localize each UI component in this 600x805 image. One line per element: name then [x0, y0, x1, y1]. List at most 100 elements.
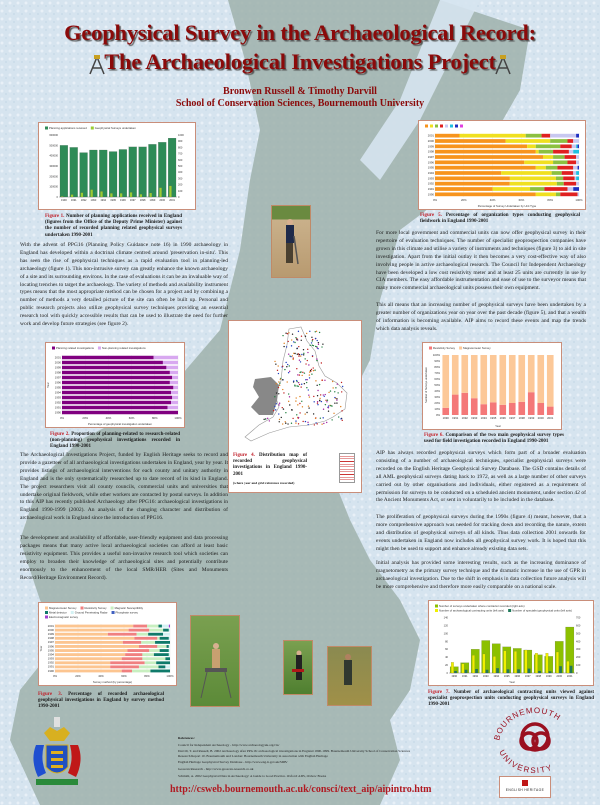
figure-6-chart: Resistivity Survey Magnetometer Survey0%1… [424, 346, 554, 428]
survey-point [298, 355, 300, 357]
survey-point [286, 363, 289, 366]
legend-swatch [440, 124, 443, 128]
survey-point [321, 379, 324, 381]
bar-segment [168, 636, 170, 640]
bar [527, 668, 531, 674]
heritage-logo-text: ENGLISH HERITAGE [505, 788, 545, 792]
bar [70, 194, 74, 198]
bar-segment [62, 360, 163, 365]
bar-segment [571, 144, 577, 149]
survey-point [272, 409, 275, 412]
x-axis-label: Year [509, 680, 515, 684]
survey-point [297, 381, 300, 384]
bar-segment [157, 645, 167, 648]
y-axis-label: Number of Surveys undertaken [424, 366, 428, 402]
bar-segment [577, 165, 579, 170]
bar-segment [55, 653, 126, 657]
legend-label: Planning related investigations [56, 346, 95, 350]
x-axis-label: Percentage of Survey Undertaken by Unit … [478, 204, 537, 208]
bar-segment [470, 355, 478, 399]
bar-segment [577, 144, 579, 149]
bar-segment [141, 640, 156, 644]
bar-segment [55, 669, 122, 673]
bar-segment [159, 636, 169, 640]
survey-point [311, 355, 314, 358]
survey-point [325, 399, 327, 402]
bar-segment [527, 355, 535, 393]
survey-point [296, 337, 298, 340]
bar-segment [55, 657, 122, 661]
right-paragraph-5: Initial analysis has provided some inter… [376, 560, 586, 590]
y-tick-label: 1999 [55, 366, 62, 370]
survey-point [282, 365, 284, 367]
bar-segment [527, 392, 535, 415]
x-tick-label: 0% [53, 674, 58, 678]
survey-point [288, 365, 290, 367]
bar-segment [577, 192, 579, 197]
survey-point [285, 411, 287, 414]
reference-item: English Heritage Geophysical Survey Data… [178, 760, 288, 765]
survey-point [292, 357, 294, 359]
x-tick-label: 1994 [481, 416, 488, 420]
bar-segment [107, 632, 137, 636]
survey-point [333, 412, 335, 415]
bar [493, 656, 496, 674]
y-tick-label: 1997 [428, 155, 435, 159]
bar-segment [149, 649, 160, 652]
bar-segment [62, 375, 173, 380]
bar-segment [142, 653, 154, 657]
bar-segment [505, 139, 551, 143]
figure-label: Figure 6. [424, 433, 444, 438]
bar [556, 651, 559, 674]
poster-title-line1: Geophysical Survey in the Archaeological… [64, 20, 536, 45]
bar-segment [62, 405, 168, 410]
bar-segment [55, 624, 134, 628]
x-tick-label: 60% [519, 198, 525, 202]
affiliation: School of Conservation Sciences, Bournem… [175, 98, 425, 109]
bar [569, 665, 573, 674]
bar [100, 191, 103, 198]
survey-point [295, 379, 298, 382]
bar [169, 185, 172, 198]
bar-segment [550, 133, 577, 138]
bar-segment [553, 160, 568, 165]
survey-point [282, 379, 284, 381]
bar-segment [142, 657, 166, 661]
bar [158, 142, 167, 198]
bar-segment [492, 187, 531, 191]
bar-segment [435, 192, 536, 197]
legend-label: Magnetic Susceptibility [115, 606, 144, 610]
legend-swatch [459, 346, 463, 350]
right-paragraph-4: The proliferation of geophysical surveys… [376, 514, 586, 552]
bar-segment [545, 165, 558, 170]
x-tick-label: 2000 [159, 198, 165, 202]
survey-point [292, 358, 294, 361]
caption-text: Number of planning applications received… [45, 214, 182, 238]
survey-point [310, 368, 313, 371]
survey-point [313, 395, 315, 398]
references-heading: References: [178, 736, 195, 740]
survey-point [317, 404, 319, 406]
y-tick-label: 1993 [55, 396, 62, 400]
survey-point [309, 369, 312, 372]
bar [148, 144, 157, 198]
figure-3: Magnetometer Survey Resistivity Survey Mag… [38, 602, 177, 686]
figure-6: Resistivity Survey Magnetometer Survey 0% 1… [422, 342, 562, 430]
y-tick-label: 2000 [55, 361, 62, 365]
bar-segment [128, 628, 150, 632]
survey-point [287, 353, 290, 355]
bar-segment [169, 370, 178, 375]
project-url-link[interactable]: http://csweb.bournemouth.ac.uk/consci/te… [170, 784, 432, 795]
bar-segment [537, 403, 545, 415]
y-tick-label: 60% [434, 377, 440, 381]
y-right-tick-label: 700 [178, 152, 183, 156]
survey-point [304, 413, 306, 415]
map-legend [339, 453, 355, 483]
legend-label: Geophysical Surveys undertaken [95, 126, 136, 130]
survey-point [281, 423, 284, 425]
y-right-tick-label: 700 [576, 616, 581, 620]
survey-point [302, 349, 305, 351]
survey-point [290, 422, 293, 424]
x-tick-label: 1997 [509, 416, 516, 420]
bar-segment [459, 133, 526, 138]
